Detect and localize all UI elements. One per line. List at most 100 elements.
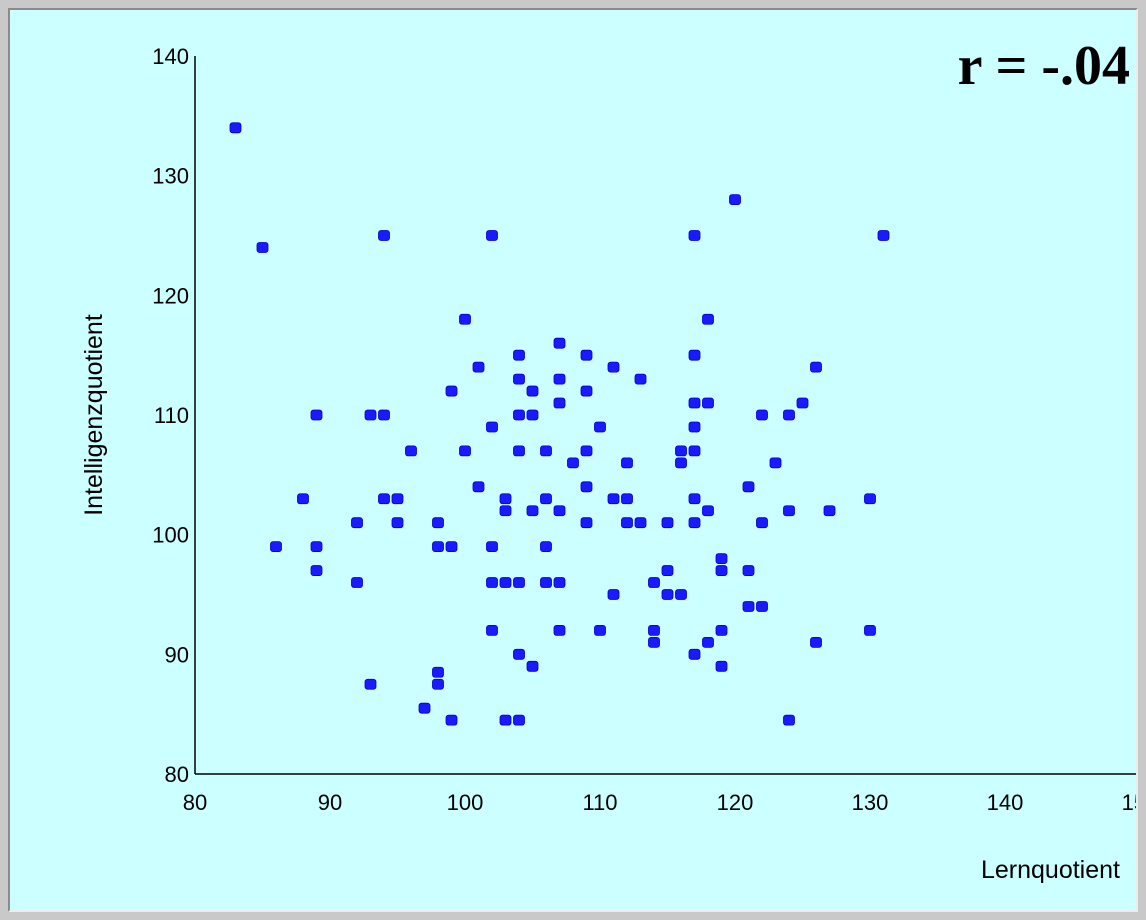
x-tick-label: 130 [852,790,889,815]
data-point [702,313,714,325]
data-point [580,445,593,457]
data-point [445,385,458,397]
data-point [540,577,552,588]
scatter-plot: 80 90 100 110 120 130 140 150 80 90 100 110 120 130 1… [80,35,1136,884]
data-point [688,445,701,457]
data-point [540,445,552,457]
data-point [459,445,471,457]
data-point [621,457,633,469]
data-point [553,505,566,517]
data-point [418,702,431,714]
data-point [675,445,687,457]
x-tick-label: 90 [318,790,342,815]
data-point [499,493,512,505]
data-point [688,517,701,529]
data-point [526,385,539,397]
data-point [580,481,593,493]
data-point [391,493,404,505]
data-point [634,373,647,385]
data-point [405,445,417,457]
data-point [459,313,471,325]
data-point [310,541,323,553]
data-point [391,517,404,529]
data-point [688,397,701,409]
data-point [783,409,795,421]
data-point [310,565,323,576]
data-point [823,505,836,517]
data-point [378,409,390,421]
data-point [810,361,822,373]
correlation-label: r = -.04 [958,35,1130,97]
data-point [594,421,606,433]
data-point [553,397,566,409]
data-point [715,553,728,564]
data-point [432,666,444,678]
data-point [715,625,728,636]
data-point [648,636,660,648]
data-point [526,660,539,672]
data-point [445,714,458,726]
data-point [742,601,755,612]
data-point [553,337,566,349]
x-tick-label: 80 [183,790,207,815]
data-point [648,577,660,588]
data-point [364,678,377,690]
data-point [580,349,593,361]
y-tick-label: 140 [152,44,189,69]
data-point [702,397,714,409]
data-point [621,517,633,529]
data-point [270,541,282,553]
data-point [607,493,620,505]
x-tick-label: 100 [447,790,484,815]
data-point [364,409,377,421]
data-point [688,493,701,505]
data-point [688,648,701,660]
data-point [607,589,620,600]
data-point [540,541,552,553]
data-point [756,517,768,529]
data-point [702,505,714,517]
data-point [580,385,593,397]
data-point [783,714,795,726]
data-point [877,230,890,241]
data-point [351,577,363,588]
data-point [783,505,795,517]
y-tick-label: 110 [154,403,189,428]
data-point [796,397,809,409]
data-point [661,565,674,576]
data-point [513,714,525,726]
data-point [526,505,539,517]
data-point [702,636,714,648]
data-point [472,481,485,493]
data-point [445,541,458,553]
data-point [661,589,674,600]
data-point [553,373,566,385]
data-point [432,678,444,690]
data-point [634,517,647,529]
data-point [621,493,633,505]
data-point [432,541,444,553]
x-axis-title: Lernquotient [981,856,1120,884]
data-point [486,421,498,433]
y-tick-label: 90 [165,642,189,667]
data-point [378,493,390,505]
x-axis: 80 90 100 110 120 130 140 150 [183,773,1136,815]
y-tick-label: 80 [165,762,189,787]
y-tick-label: 120 [152,283,189,308]
data-point [472,361,485,373]
data-point [486,230,498,241]
data-point [688,230,701,241]
data-points [229,122,890,726]
data-point [715,660,728,672]
data-point [553,577,566,588]
x-tick-label: 110 [582,790,617,815]
data-point [229,122,242,134]
data-point [756,601,768,612]
data-point [310,409,323,421]
x-tick-label: 150 [1122,790,1136,815]
data-point [351,517,363,529]
data-point [513,373,525,385]
data-point [499,577,512,588]
data-point [486,541,498,553]
data-point [729,194,741,206]
